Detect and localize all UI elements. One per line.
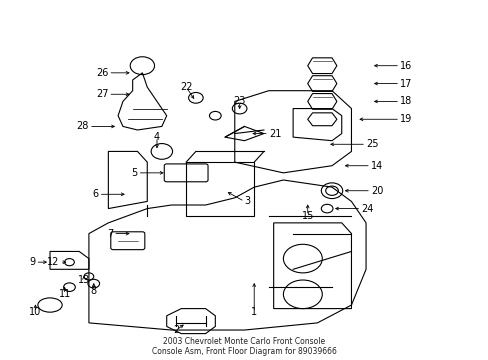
Text: 8: 8 [90,286,97,296]
Text: 17: 17 [399,78,411,89]
Text: 18: 18 [399,96,411,107]
Text: 22: 22 [180,82,192,92]
Text: 2003 Chevrolet Monte Carlo Front Console
Console Asm, Front Floor Diagram for 89: 2003 Chevrolet Monte Carlo Front Console… [152,337,336,356]
Text: 20: 20 [370,186,383,196]
Text: 6: 6 [92,189,99,199]
Text: 26: 26 [96,68,108,78]
Text: 3: 3 [244,197,250,206]
Text: 15: 15 [301,211,313,221]
Text: 5: 5 [131,168,137,178]
Text: 19: 19 [399,114,411,124]
Text: 4: 4 [154,132,160,142]
Text: 24: 24 [361,203,373,213]
Text: 2: 2 [173,325,179,335]
Text: 21: 21 [268,129,281,139]
Text: 14: 14 [370,161,383,171]
Text: 7: 7 [107,229,113,239]
Text: 10: 10 [29,307,41,317]
Text: 1: 1 [251,307,257,317]
Text: 13: 13 [78,275,90,285]
Text: 27: 27 [96,89,108,99]
Text: 9: 9 [29,257,35,267]
Text: 28: 28 [77,121,89,131]
Text: 12: 12 [47,257,60,267]
Text: 16: 16 [399,61,411,71]
Text: 25: 25 [366,139,378,149]
Text: 23: 23 [233,96,245,107]
Text: 11: 11 [59,289,71,299]
